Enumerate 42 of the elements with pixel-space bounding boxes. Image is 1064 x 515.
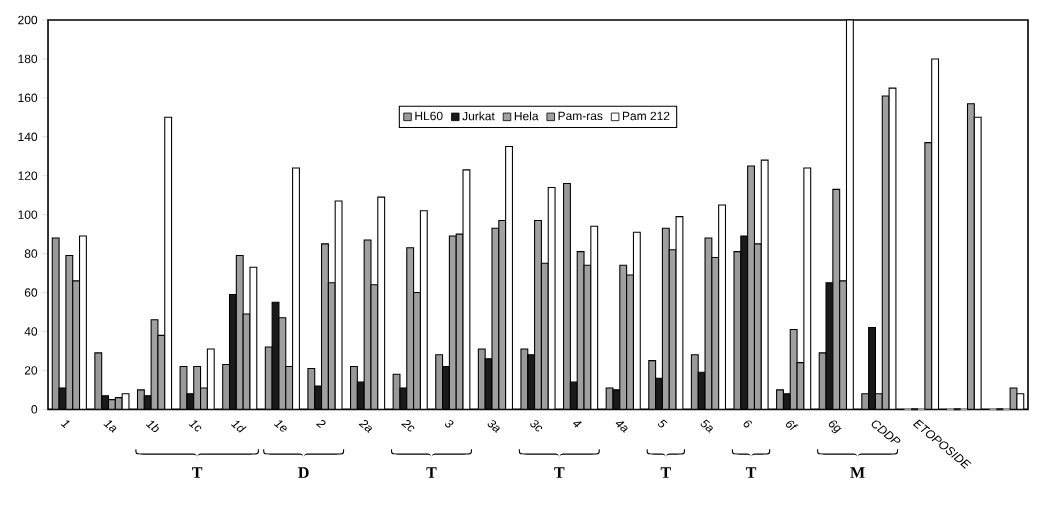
text: T	[745, 467, 757, 479]
y-tick-label: 140	[18, 132, 38, 142]
legend-label: Jurkat	[462, 111, 495, 121]
x-tick-label: 1d	[230, 420, 247, 433]
x-tick-label: 5a	[700, 419, 713, 433]
y-tick-label: 20	[24, 366, 38, 375]
text: M	[850, 467, 865, 479]
x-tick-label: 3	[445, 420, 454, 428]
y-tick-label: 40	[24, 327, 38, 336]
x-tick-label: 1e	[273, 420, 287, 432]
y-tick-label: 200	[18, 15, 38, 25]
x-tick-label: 3a	[487, 420, 500, 434]
x-tick-label: 2	[316, 420, 326, 429]
x-tick-label: 3c	[530, 420, 543, 432]
y-tick-label: 80	[24, 249, 38, 259]
x-tick-label: 2c	[401, 420, 415, 432]
x-tick-label: 1c	[188, 420, 202, 432]
y-tick-label: 120	[18, 171, 38, 181]
x-tick-label: 1	[60, 420, 70, 429]
legend-label: Pam-ras	[558, 111, 603, 121]
legend-label: HL60	[415, 111, 443, 121]
text: T	[660, 467, 671, 479]
x-tick-label: 6f	[786, 420, 799, 431]
x-tick-label: 1a	[103, 420, 117, 433]
y-tick-label: 0	[31, 405, 38, 414]
legend-label: Pam 212	[622, 111, 670, 121]
x-tick-label: 6g	[828, 420, 842, 434]
text: T	[192, 467, 203, 479]
text: T	[554, 467, 565, 479]
y-tick-label: 180	[18, 54, 38, 64]
y-tick-label: 100	[18, 210, 38, 220]
x-tick-label: 6	[743, 420, 752, 428]
text: D	[298, 467, 309, 479]
x-tick-label: 5	[658, 419, 668, 428]
legend-label: Hela	[514, 111, 539, 121]
y-tick-label: 160	[18, 93, 38, 103]
x-tick-label: 2a	[358, 420, 372, 434]
text: T	[426, 467, 437, 479]
x-tick-label: 4a	[615, 421, 628, 433]
x-tick-label: 4	[573, 421, 582, 428]
y-tick-label: 60	[24, 288, 38, 297]
x-tick-label: 1b	[145, 420, 159, 433]
